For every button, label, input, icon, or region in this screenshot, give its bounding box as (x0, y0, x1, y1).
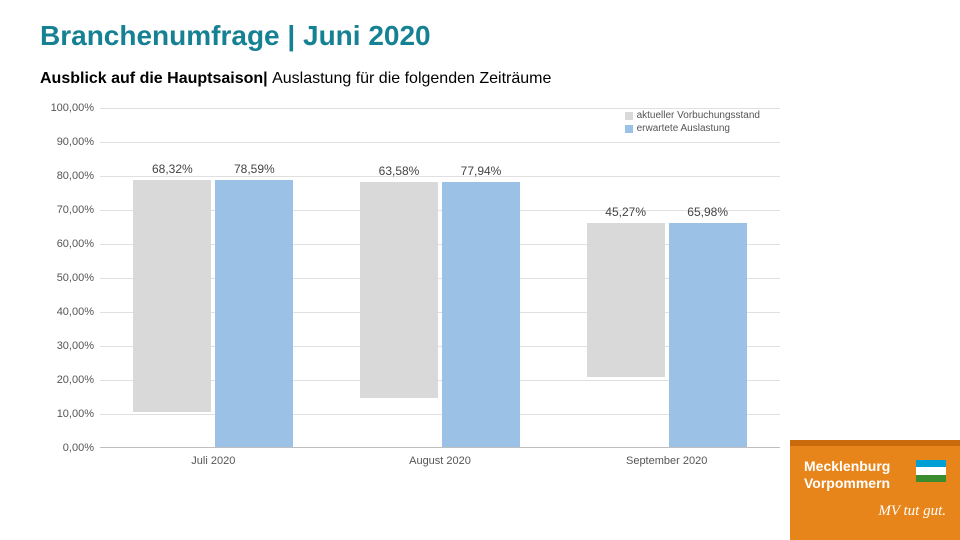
bar: 63,58% (360, 182, 438, 398)
bar: 65,98% (669, 223, 747, 447)
bar-group: 45,27%65,98%September 2020 (567, 223, 767, 447)
legend-label: erwartete Auslastung (637, 123, 730, 134)
y-axis: 0,00%10,00%20,00%30,00%40,00%50,00%60,00… (40, 108, 100, 448)
y-tick-label: 60,00% (57, 238, 94, 250)
plot-area: aktueller Vorbuchungsstand erwartete Ausl… (100, 108, 780, 448)
gridline (100, 108, 780, 109)
x-category-label: September 2020 (567, 455, 767, 467)
legend-item: erwartete Auslastung (625, 123, 760, 134)
subtitle: Ausblick auf die Hauptsaison| Auslastung… (40, 70, 920, 88)
legend: aktueller Vorbuchungsstand erwartete Ausl… (625, 110, 760, 136)
subtitle-rest: Auslastung für die folgenden Zeiträume (272, 70, 551, 87)
brand-logo: Mecklenburg Vorpommern MV tut gut. (790, 440, 960, 540)
flag-icon (916, 460, 946, 482)
legend-item: aktueller Vorbuchungsstand (625, 110, 760, 121)
bar: 45,27% (587, 223, 665, 377)
legend-label: aktueller Vorbuchungsstand (637, 110, 760, 121)
subtitle-bold: Ausblick auf die Hauptsaison| (40, 70, 272, 87)
bar: 68,32% (133, 180, 211, 412)
legend-swatch (625, 112, 633, 120)
legend-swatch (625, 125, 633, 133)
bar-value-label: 63,58% (379, 164, 420, 178)
bar-value-label: 45,27% (605, 205, 646, 219)
logo-slogan: MV tut gut. (804, 502, 946, 520)
gridline (100, 176, 780, 177)
y-tick-label: 20,00% (57, 374, 94, 386)
y-tick-label: 40,00% (57, 306, 94, 318)
bar-value-label: 65,98% (687, 205, 728, 219)
bar-group: 63,58%77,94%August 2020 (340, 182, 540, 447)
y-tick-label: 100,00% (51, 102, 94, 114)
y-tick-label: 70,00% (57, 204, 94, 216)
y-tick-label: 10,00% (57, 408, 94, 420)
y-tick-label: 80,00% (57, 170, 94, 182)
bar: 78,59% (215, 180, 293, 447)
bar: 77,94% (442, 182, 520, 447)
slide: Branchenumfrage | Juni 2020 Ausblick auf… (0, 0, 960, 540)
y-tick-label: 50,00% (57, 272, 94, 284)
y-tick-label: 0,00% (63, 442, 94, 454)
chart: 0,00% 10,00% 20,00% 30,00% 40,00% 50,00% 60,00… (40, 98, 800, 478)
gridline (100, 142, 780, 143)
y-tick-label: 90,00% (57, 136, 94, 148)
x-category-label: Juli 2020 (113, 455, 313, 467)
bar-value-label: 77,94% (461, 164, 502, 178)
page-title: Branchenumfrage | Juni 2020 (40, 20, 920, 52)
y-tick-label: 30,00% (57, 340, 94, 352)
bar-value-label: 78,59% (234, 162, 275, 176)
bar-value-label: 68,32% (152, 162, 193, 176)
x-category-label: August 2020 (340, 455, 540, 467)
bar-group: 68,32%78,59%Juli 2020 (113, 180, 313, 447)
